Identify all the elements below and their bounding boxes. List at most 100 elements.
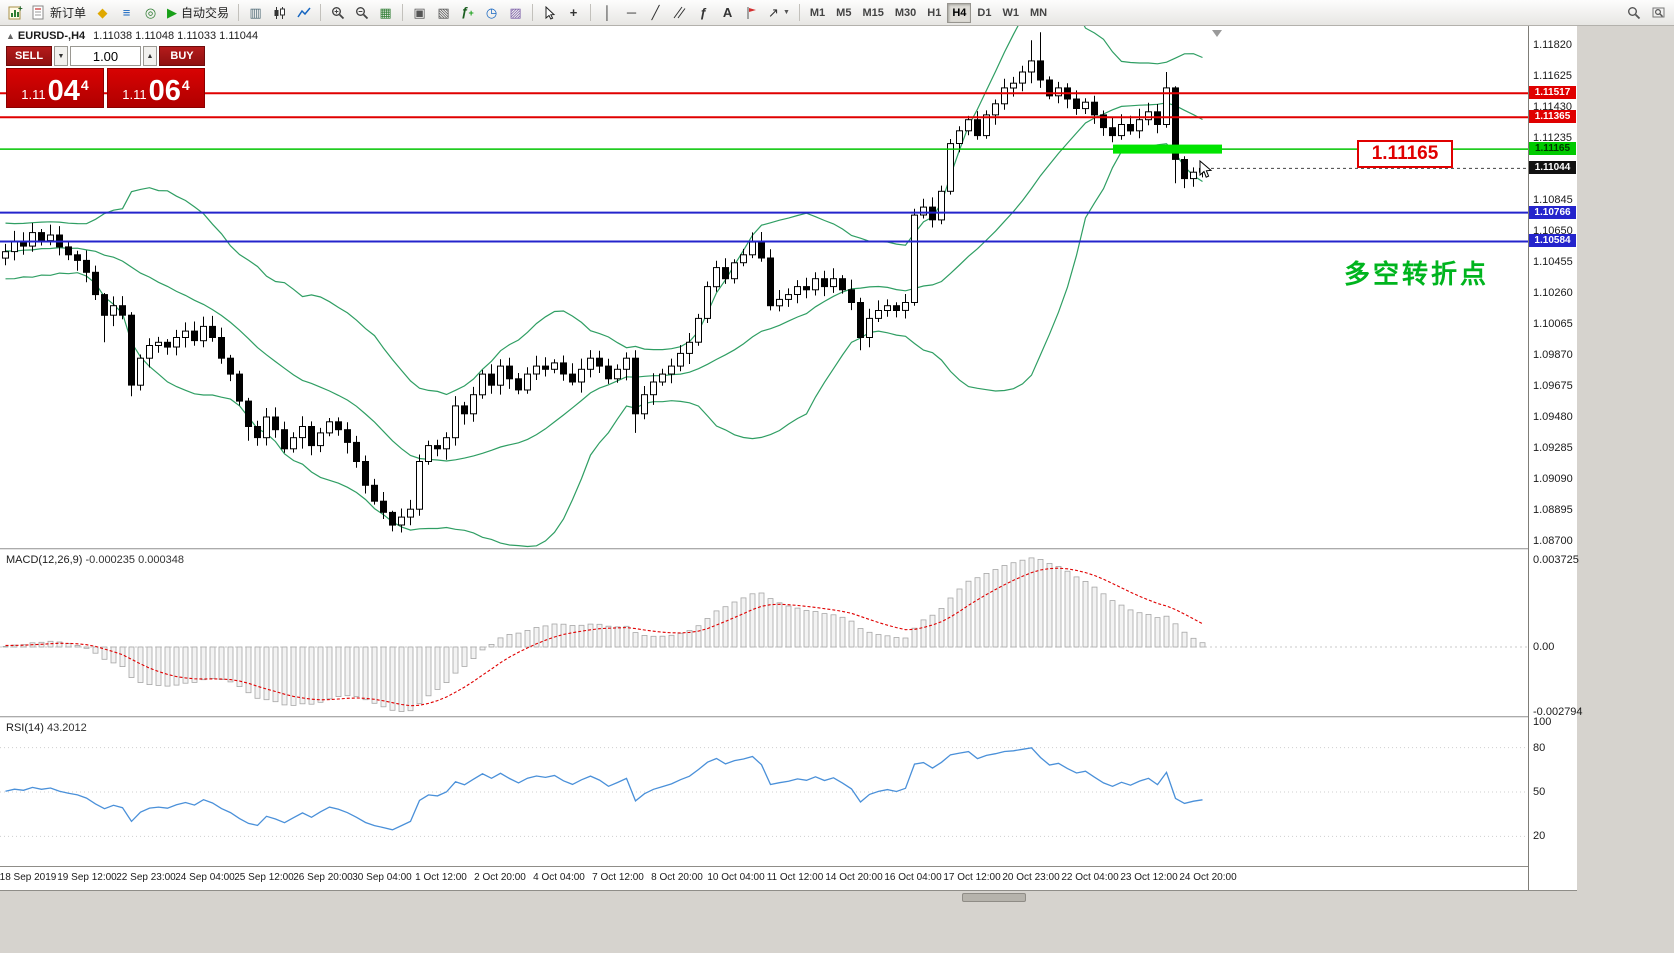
price-level-tag: 1.11365 [1529, 110, 1576, 124]
rsi-canvas[interactable] [0, 718, 1528, 866]
cascade-windows-icon: ▧ [437, 5, 450, 20]
timeframe-h1-button[interactable]: H1 [922, 3, 946, 23]
arrange-windows-button[interactable]: ▣ [408, 2, 431, 24]
channel-tool-button[interactable] [668, 2, 691, 24]
line-chart-icon [296, 7, 311, 17]
bid-price-major: 1.11 [21, 87, 46, 102]
panel-separator[interactable] [0, 548, 1528, 550]
timeframe-d1-button[interactable]: D1 [972, 3, 996, 23]
fibonacci-icon: ƒ [699, 5, 708, 20]
periods-button[interactable]: ◷ [480, 2, 503, 24]
time-axis-label: 24 Oct 20:00 [1179, 872, 1237, 883]
find-in-chart-button[interactable] [1647, 2, 1670, 24]
time-axis-label: 26 Sep 20:00 [293, 872, 353, 883]
timeframe-h4-button[interactable]: H4 [947, 2, 972, 23]
tile-windows-button[interactable]: ▦ [374, 2, 397, 24]
market-watch-button[interactable]: ≡ [115, 2, 138, 24]
timeframe-group: M1 M5 M15 M30 H1 H4 D1 W1 MN [805, 2, 1052, 23]
indicators-button[interactable]: ƒ+ [456, 2, 479, 24]
strategy-tester-button[interactable]: ◎ [139, 2, 162, 24]
macd-values: -0.000235 0.000348 [85, 554, 184, 566]
toolbar-separator [798, 4, 800, 21]
price-tick: 1.09870 [1533, 348, 1573, 361]
vertical-line-tool-button[interactable]: │ [596, 2, 619, 24]
macd-axis-tick: -0.002794 [1533, 706, 1583, 718]
sell-button[interactable]: SELL [6, 46, 52, 66]
horizontal-scrollbar-thumb[interactable] [962, 893, 1026, 902]
cascade-windows-button[interactable]: ▧ [432, 2, 455, 24]
bid-price-pipette: 4 [80, 77, 89, 93]
autotrading-button[interactable]: ▶ 自动交易 [163, 2, 233, 24]
time-axis-label: 8 Oct 20:00 [651, 872, 703, 883]
bid-price-display[interactable]: 1.11 04 4 [6, 68, 104, 108]
horizontal-line-tool-button[interactable]: ─ [620, 2, 643, 24]
metaeditor-icon: ◆ [97, 5, 108, 20]
zoom-out-button[interactable] [350, 2, 373, 24]
buy-button[interactable]: BUY [159, 46, 205, 66]
timeframe-m1-button[interactable]: M1 [805, 3, 830, 23]
zoom-in-button[interactable] [326, 2, 349, 24]
time-axis-label: 25 Sep 12:00 [234, 872, 294, 883]
price-tick: 1.10845 [1533, 193, 1573, 206]
timeframe-m30-button[interactable]: M30 [890, 3, 921, 23]
price-level-tag: 1.11044 [1529, 161, 1576, 175]
label-tool-button[interactable] [740, 2, 763, 24]
vertical-line-icon: │ [603, 5, 612, 20]
text-tool-button[interactable]: A [716, 2, 739, 24]
volume-input[interactable] [70, 46, 141, 66]
metaeditor-button[interactable]: ◆ [91, 2, 114, 24]
time-axis-label: 22 Sep 23:00 [116, 872, 176, 883]
chart-ohlc-values: 1.11038 1.11048 1.11033 1.11044 [93, 30, 259, 42]
price-level-tag: 1.11517 [1529, 86, 1576, 100]
panel-separator[interactable] [0, 716, 1528, 718]
price-tick: 1.09090 [1533, 472, 1573, 485]
time-axis[interactable]: 18 Sep 2019 19 Sep 12:00 22 Sep 23:00 24 Se… [0, 866, 1528, 890]
ask-price-pipette: 4 [181, 77, 190, 93]
volume-decrease-button[interactable]: ▼ [54, 46, 68, 66]
rsi-label: RSI(14) 43.2012 [6, 722, 87, 734]
spin-down-icon: ▼ [57, 52, 65, 60]
ask-price-display[interactable]: 1.11 06 4 [107, 68, 205, 108]
fibonacci-tool-button[interactable]: ƒ [692, 2, 715, 24]
main-chart-canvas[interactable] [0, 26, 1528, 548]
trade-panel-controls: SELL ▼ ▲ BUY [6, 46, 205, 66]
timeframe-w1-button[interactable]: W1 [997, 3, 1024, 23]
chart-ohlc-header: ▲ EURUSD-,H4 1.11038 1.11048 1.11033 1.110… [6, 30, 258, 42]
rsi-axis-tick: 20 [1533, 830, 1546, 843]
search-symbol-button[interactable] [1622, 2, 1645, 24]
new-chart-icon: + [8, 5, 23, 20]
time-axis-label: 11 Oct 12:00 [766, 872, 824, 883]
horizontal-line-icon: ─ [626, 5, 637, 20]
time-axis-label: 22 Oct 04:00 [1061, 872, 1119, 883]
chart-window[interactable]: ▲ EURUSD-,H4 1.11038 1.11048 1.11033 1.110… [0, 26, 1528, 890]
line-chart-mode-button[interactable] [292, 2, 315, 24]
volume-increase-button[interactable]: ▲ [143, 46, 157, 66]
price-axis[interactable]: 1.11820 1.11625 1.11430 1.11235 1.10845 1.106… [1528, 26, 1583, 890]
zoom-in-icon [331, 6, 344, 19]
crosshair-tool-button[interactable]: + [562, 2, 585, 24]
macd-canvas[interactable] [0, 550, 1528, 716]
time-axis-label: 19 Sep 12:00 [57, 872, 117, 883]
time-axis-label: 23 Oct 12:00 [1120, 872, 1178, 883]
timeframe-m5-button[interactable]: M5 [831, 3, 856, 23]
timeframe-mn-button[interactable]: MN [1025, 3, 1052, 23]
new-order-label: 新订单 [50, 6, 87, 20]
flag-icon [747, 6, 757, 19]
svg-text:+: + [18, 5, 23, 13]
arrows-tool-button[interactable]: ↗ ▼ [764, 2, 794, 24]
time-axis-label: 14 Oct 20:00 [825, 872, 883, 883]
bar-chart-mode-button[interactable]: ▥ [244, 2, 267, 24]
new-order-button[interactable]: 新订单 [28, 2, 90, 24]
candlestick-mode-button[interactable] [268, 2, 291, 24]
price-tick: 1.08700 [1533, 534, 1573, 547]
search-icon [1627, 6, 1640, 19]
new-chart-button[interactable]: + [4, 2, 27, 24]
time-axis-label: 1 Oct 12:00 [415, 872, 467, 883]
templates-button[interactable]: ▨ [504, 2, 527, 24]
time-axis-label: 17 Oct 12:00 [943, 872, 1001, 883]
price-level-tag: 1.10584 [1529, 234, 1576, 248]
cursor-tool-button[interactable] [538, 2, 561, 24]
timeframe-m15-button[interactable]: M15 [857, 3, 888, 23]
trendline-tool-button[interactable]: ╱ [644, 2, 667, 24]
